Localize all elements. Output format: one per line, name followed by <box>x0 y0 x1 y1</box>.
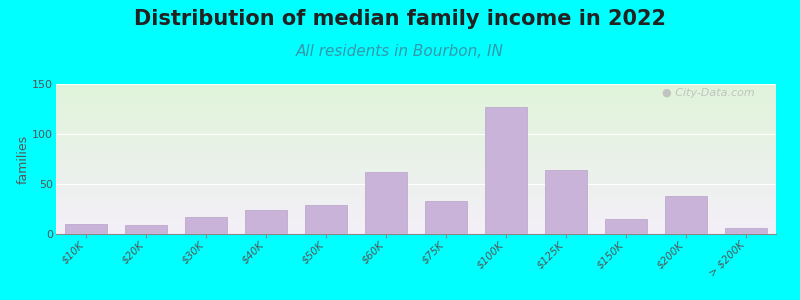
Bar <box>425 201 467 234</box>
Text: All residents in Bourbon, IN: All residents in Bourbon, IN <box>296 44 504 59</box>
Text: ● City-Data.com: ● City-Data.com <box>662 88 754 98</box>
Bar <box>725 228 767 234</box>
Bar <box>365 172 407 234</box>
Bar <box>605 219 647 234</box>
Bar <box>545 170 587 234</box>
Text: Distribution of median family income in 2022: Distribution of median family income in … <box>134 9 666 29</box>
Bar <box>485 107 527 234</box>
Bar <box>305 205 347 234</box>
Bar <box>185 217 227 234</box>
Bar <box>665 196 707 234</box>
Y-axis label: families: families <box>17 134 30 184</box>
Bar <box>65 224 107 234</box>
Bar <box>245 210 287 234</box>
Bar <box>125 225 167 234</box>
